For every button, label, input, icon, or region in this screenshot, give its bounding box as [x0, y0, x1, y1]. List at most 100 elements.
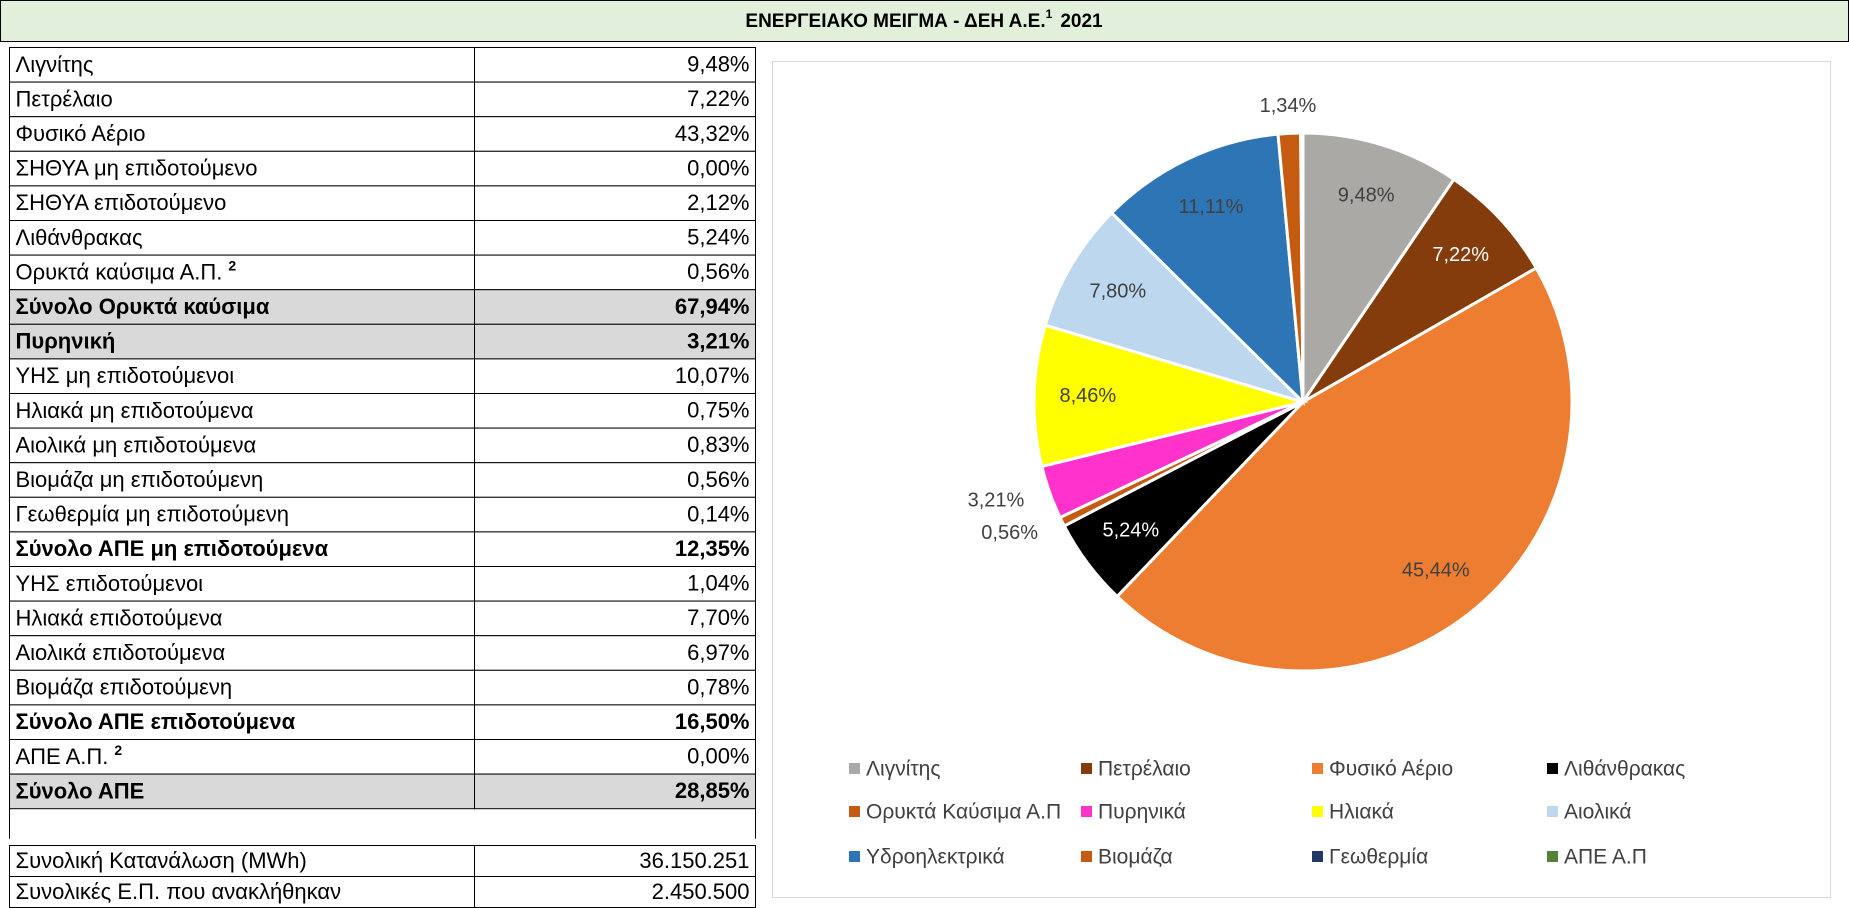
cell: [9, 358, 475, 394]
row-label-text: Φυσικό Αέριο: [16, 121, 146, 146]
shaded-cell: [9, 323, 475, 360]
legend-label: Υδροηλεκτρικά: [866, 846, 1005, 869]
cell: [9, 254, 475, 291]
legend-swatch: [849, 851, 860, 862]
row-label: Πυρηνική: [16, 328, 116, 353]
shaded-cell: [474, 323, 756, 360]
row-label: Πετρέλαιο: [16, 86, 113, 111]
cell: [474, 566, 756, 602]
pie-slice: [1043, 210, 1305, 404]
legend-swatch: [1547, 806, 1558, 817]
pie-slice: [1109, 132, 1305, 406]
title-year: 2021: [1060, 11, 1103, 32]
legend-swatch: [1547, 851, 1558, 862]
row-value: 67,94%: [675, 294, 750, 319]
legend-label: Αιολικά: [1564, 801, 1632, 824]
cell: [9, 462, 475, 498]
row-note: 2: [114, 742, 122, 758]
data-label: 7,22%: [1432, 244, 1489, 266]
cell: [9, 704, 475, 741]
cell: [474, 739, 756, 775]
pie-slice: [1032, 323, 1309, 469]
row-label-text: Βιομάζα επιδοτούμενη: [16, 674, 233, 699]
legend-label: Λιθάνθρακας: [1564, 758, 1685, 781]
cell: [474, 47, 756, 83]
row-label-text: Σύνολο Ορυκτά καύσιμα: [16, 294, 270, 319]
row-label-text: Βιομάζα μη επιδοτούμενη: [16, 467, 264, 492]
legend-swatch: [1312, 763, 1323, 774]
cell: [474, 427, 756, 464]
legend-label: Πετρέλαιο: [1098, 758, 1191, 781]
cell: [9, 566, 475, 602]
row-label: Γεωθερμία μη επιδοτούμενη: [16, 501, 290, 526]
legend-label: Ορυκτά Καύσιμα Α.Π: [866, 801, 1061, 824]
legend-swatch: [1081, 851, 1092, 862]
row-value: 2.450.500: [652, 879, 750, 904]
legend-swatch: [1312, 806, 1323, 817]
title-note: 1: [1046, 7, 1053, 21]
legend-label: Πυρηνικά: [1098, 801, 1186, 824]
row-label: ΥΗΣ μη επιδοτούμενοι: [16, 363, 235, 388]
row-label: ΥΗΣ επιδοτούμενοι: [16, 571, 204, 596]
row-value: 2,12%: [687, 190, 749, 215]
row-label: Φυσικό Αέριο: [16, 121, 146, 146]
row-label-text: Αιολικά επιδοτούμενα: [16, 640, 226, 665]
row-label: ΣΗΘΥΑ μη επιδοτούμενο: [16, 155, 258, 180]
row-value: 28,85%: [675, 778, 750, 803]
cell: [9, 116, 475, 152]
row-label-text: Σύνολο ΑΠΕ: [16, 778, 145, 803]
data-label: 11,11%: [1179, 196, 1244, 218]
row-label-text: ΣΗΘΥΑ επιδοτούμενο: [16, 190, 227, 215]
pie-slice: [1301, 131, 1457, 407]
cell: [474, 81, 756, 118]
cell: [9, 47, 475, 83]
cell: [9, 845, 475, 877]
row-label-text: Πυρηνική: [16, 328, 116, 353]
cell: [474, 496, 756, 533]
row-label: Σύνολο ΑΠΕ: [16, 778, 145, 803]
title-text: ΕΝΕΡΓΕΙΑΚΟ ΜΕΙΓΜΑ - ΔΕΗ Α.Ε.: [745, 11, 1045, 32]
row-label: Σύνολο ΑΠΕ μη επιδοτούμενα: [16, 536, 329, 561]
cell: [474, 876, 756, 908]
legend-swatch: [1312, 851, 1323, 862]
row-value: 0,00%: [687, 744, 749, 769]
row-label: Αιολικά μη επιδοτούμενα: [16, 432, 257, 457]
data-label: 3,21%: [968, 490, 1025, 512]
row-label: ΣΗΘΥΑ επιδοτούμενο: [16, 190, 227, 215]
row-value: 6,97%: [687, 640, 749, 665]
row-label-text: Ορυκτά καύσιμα Α.Π.: [16, 259, 223, 284]
row-label: Σύνολο ΑΠΕ επιδοτούμενα: [16, 709, 296, 734]
row-label: Αιολικά επιδοτούμενα: [16, 640, 226, 665]
cell: [9, 150, 475, 187]
row-label: Ηλιακά μη επιδοτούμενα: [16, 398, 254, 423]
row-label-text: ΑΠΕ Α.Π.: [16, 744, 109, 769]
cell: [474, 462, 756, 498]
row-label: ΑΠΕ Α.Π. 2: [16, 742, 123, 769]
row-label: Βιομάζα μη επιδοτούμενη: [16, 467, 264, 492]
data-label: 9,48%: [1338, 185, 1395, 207]
legend-label: Βιομάζα: [1098, 846, 1173, 869]
row-value: 0,56%: [687, 259, 749, 284]
row-label-text: Λιθάνθρακας: [16, 225, 143, 250]
row-value: 7,70%: [687, 605, 749, 630]
row-label: Ηλιακά επιδοτούμενα: [16, 605, 223, 630]
row-value: 3,21%: [687, 328, 749, 353]
pie-slice: [1115, 265, 1574, 673]
row-label: Σύνολο Ορυκτά καύσιμα: [16, 294, 270, 319]
cell: [474, 185, 756, 221]
row-label-text: Σύνολο ΑΠΕ επιδοτούμενα: [16, 709, 296, 734]
pie-slice: [1301, 177, 1539, 404]
row-value: 9,48%: [687, 52, 749, 77]
row-label: Ορυκτά καύσιμα Α.Π. 2: [16, 257, 237, 284]
row-label: Λιθάνθρακας: [16, 225, 143, 250]
legend-swatch: [1547, 763, 1558, 774]
row-value: 0,00%: [687, 155, 749, 180]
legend-swatch: [849, 763, 860, 774]
row-value: 36.150.251: [639, 848, 749, 873]
legend-swatch: [1081, 763, 1092, 774]
legend-label: Ηλιακά: [1329, 801, 1394, 824]
cell: [9, 600, 475, 637]
cell: [474, 393, 756, 429]
data-label: 45,44%: [1402, 560, 1470, 582]
